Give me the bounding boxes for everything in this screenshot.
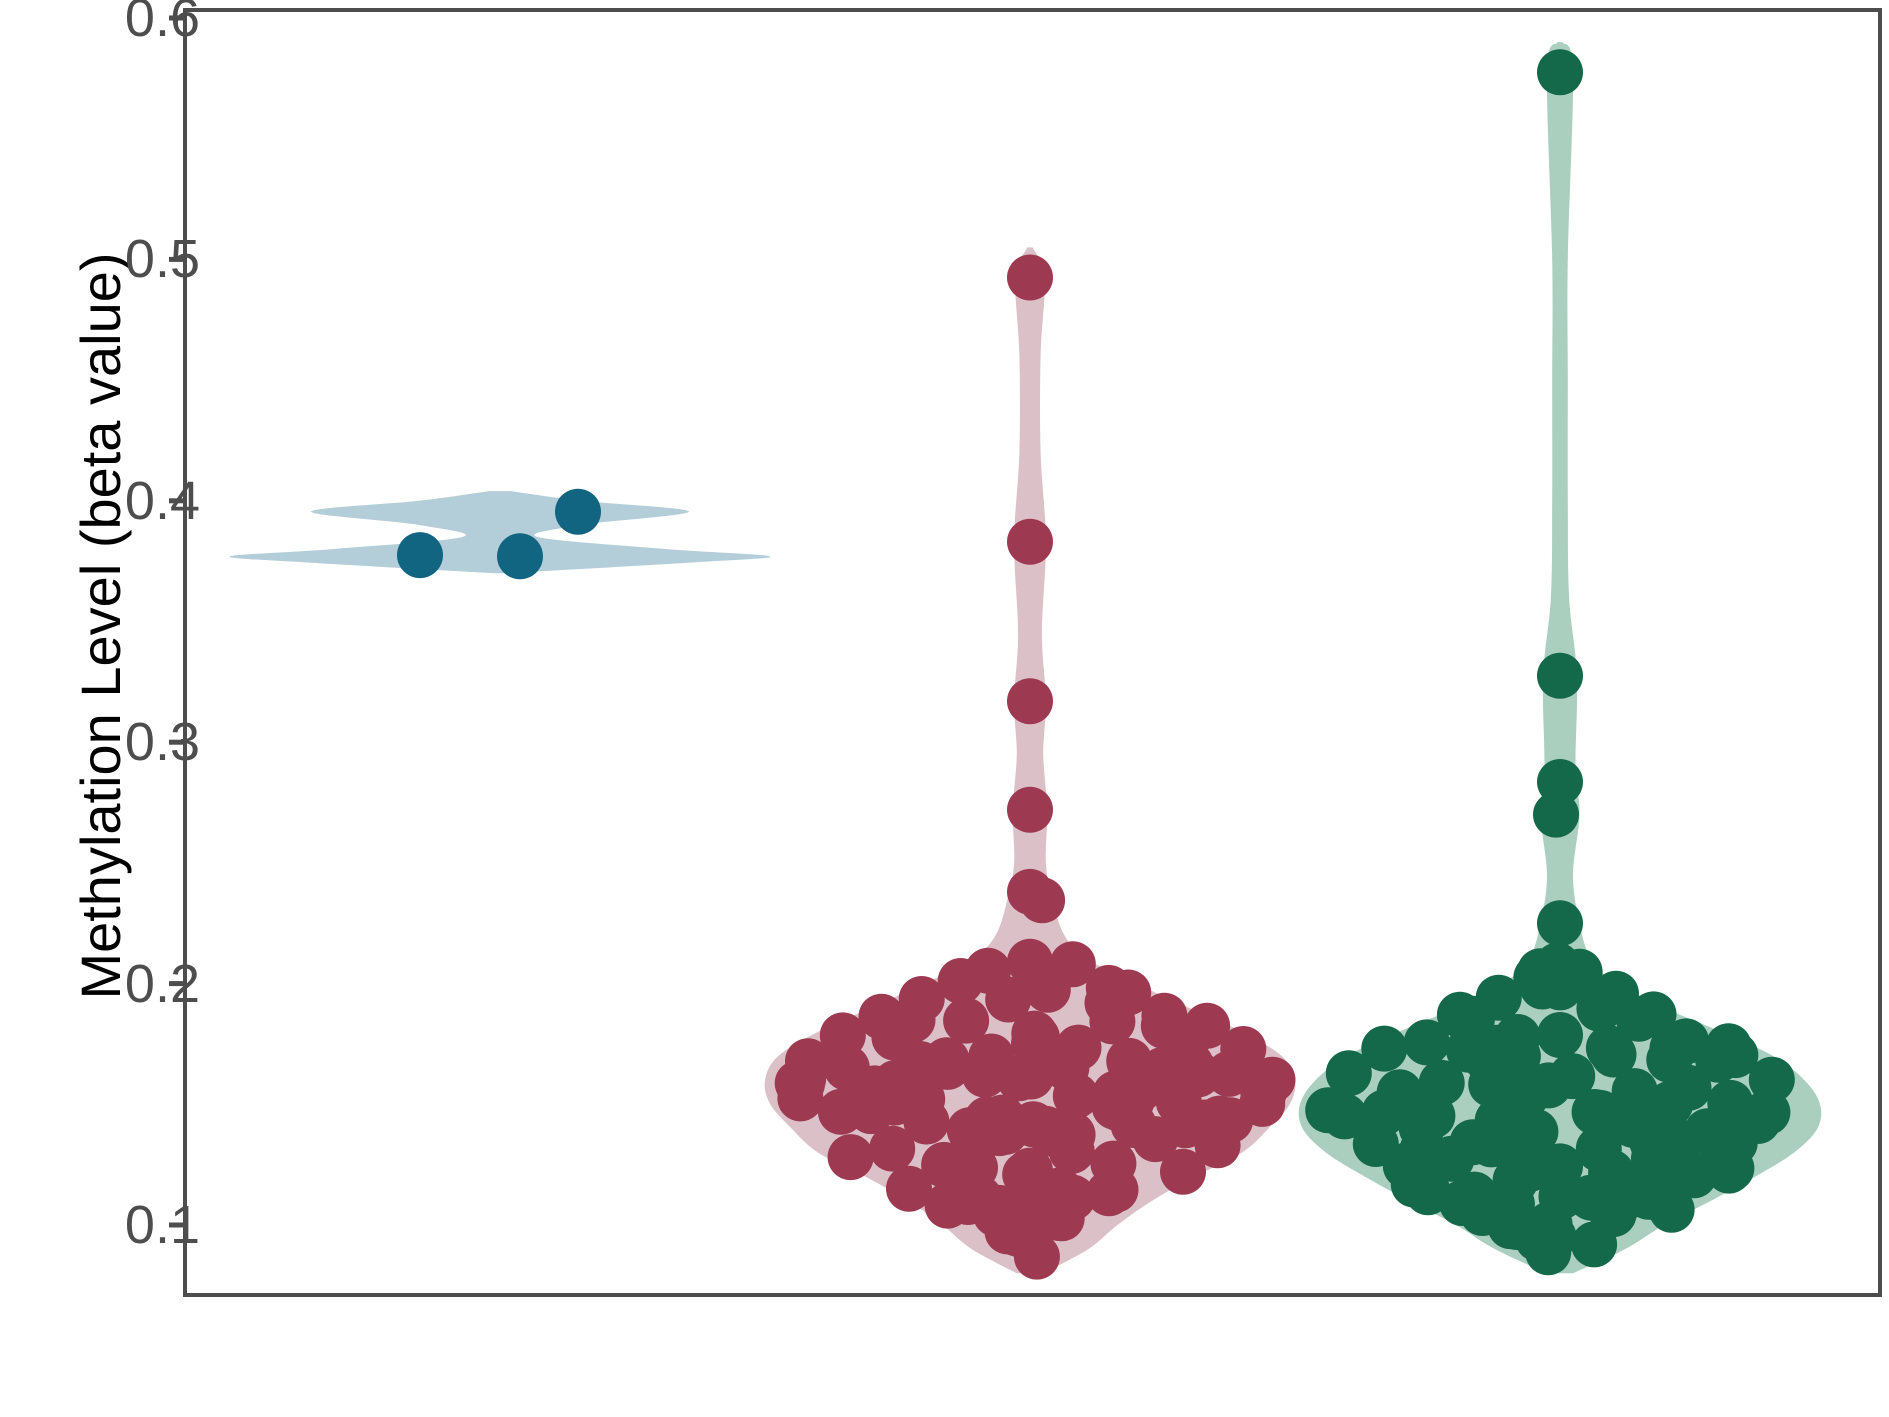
data-point <box>1695 1036 1742 1083</box>
data-point <box>924 1043 971 1090</box>
data-point <box>1468 1061 1515 1108</box>
data-point <box>1019 877 1066 924</box>
data-point <box>1024 966 1071 1013</box>
y-tick-label: 0.5 <box>124 229 200 290</box>
y-axis-tick-labels: 0.6 0.5 0.4 0.3 0.2 0.1 <box>10 0 200 1417</box>
data-point <box>1007 786 1053 833</box>
y-tick-label: 0.4 <box>124 470 200 531</box>
data-point <box>1038 1195 1085 1242</box>
data-point <box>996 1055 1043 1102</box>
data-point <box>555 488 601 535</box>
y-tick-label: 0.2 <box>124 953 200 1014</box>
data-point <box>961 1051 1008 1098</box>
data-point <box>817 1088 864 1135</box>
data-point <box>1571 1221 1618 1268</box>
data-point <box>1007 254 1053 301</box>
data-point <box>1194 1122 1241 1169</box>
data-point <box>1537 1012 1583 1058</box>
data-point <box>1089 998 1136 1045</box>
data-point <box>943 997 990 1044</box>
data-point <box>1537 652 1583 699</box>
data-point <box>1160 1148 1206 1195</box>
data-point <box>1537 964 1584 1011</box>
data-point <box>1576 985 1623 1032</box>
data-point <box>903 1098 950 1145</box>
data-point <box>777 1075 824 1122</box>
data-point <box>1403 1019 1450 1066</box>
data-point <box>1533 791 1579 838</box>
data-point <box>1325 1050 1372 1097</box>
data-point <box>827 1134 874 1181</box>
data-point <box>1590 1031 1637 1078</box>
plot-panel-border <box>183 8 1882 1297</box>
data-point <box>1052 1072 1099 1119</box>
data-point <box>1428 1135 1475 1182</box>
data-point <box>1321 1093 1368 1140</box>
data-point <box>886 1165 932 1212</box>
data-point <box>1705 1147 1752 1194</box>
data-point <box>1011 1020 1057 1067</box>
data-point <box>1537 900 1583 947</box>
data-point <box>1013 1233 1060 1280</box>
data-point <box>976 1110 1023 1157</box>
data-point <box>1615 995 1662 1042</box>
data-point <box>937 958 984 1004</box>
data-point <box>397 532 443 579</box>
violin-shape-1 <box>229 491 771 574</box>
data-point <box>1525 1229 1572 1276</box>
data-point <box>1002 1151 1049 1198</box>
data-point <box>1361 1025 1408 1072</box>
data-point <box>869 1125 916 1172</box>
data-point <box>1007 518 1053 565</box>
y-tick-label: 0.1 <box>124 1195 200 1255</box>
data-point <box>497 533 543 580</box>
data-point <box>1537 49 1583 96</box>
y-tick-label: 0.3 <box>124 712 200 773</box>
data-point <box>924 1182 971 1229</box>
data-point <box>985 976 1032 1023</box>
data-point <box>1086 1170 1132 1217</box>
data-point <box>1048 1127 1095 1174</box>
data-point <box>1132 1116 1179 1163</box>
data-point <box>1007 678 1053 725</box>
data-point <box>1611 1068 1658 1115</box>
data-point <box>1468 1121 1515 1168</box>
data-point <box>1648 1186 1695 1233</box>
